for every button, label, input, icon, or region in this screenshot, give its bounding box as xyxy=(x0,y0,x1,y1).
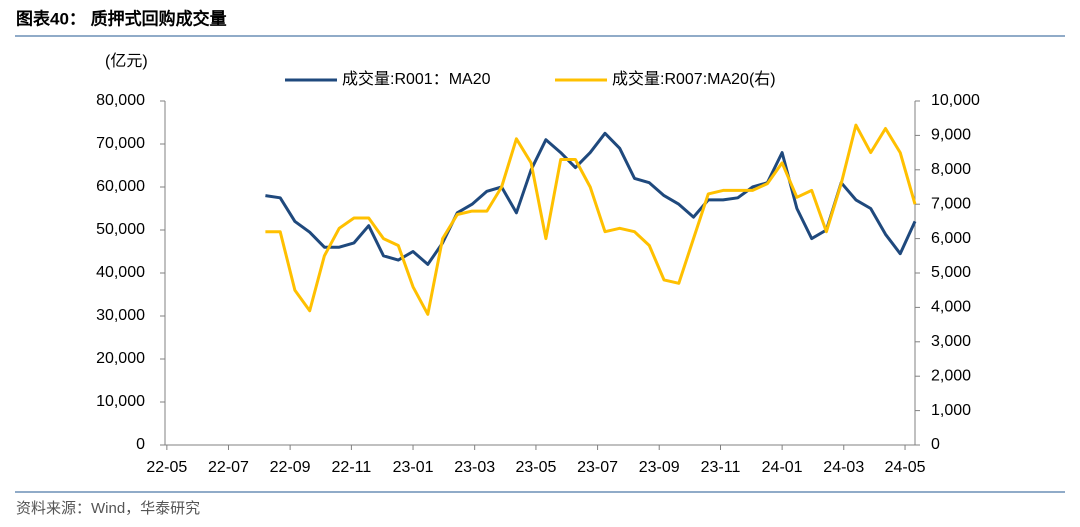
y-tick-label: 80,000 xyxy=(96,92,145,109)
legend-label: 成交量:R007:MA20(右) xyxy=(612,70,776,88)
y2-tick-label: 1,000 xyxy=(931,402,971,419)
y-tick-label: 70,000 xyxy=(96,135,145,152)
source: 资料来源：Wind，华泰研究 xyxy=(16,500,200,517)
series-line xyxy=(265,131,917,266)
y-tick-label: 60,000 xyxy=(96,178,145,195)
y2-tick-label: 9,000 xyxy=(931,127,971,144)
y2-tick-label: 4,000 xyxy=(931,299,971,316)
x-tick-label: 23-03 xyxy=(454,459,495,476)
y-tick-label: 10,000 xyxy=(96,393,145,410)
y2-tick-label: 7,000 xyxy=(931,195,971,212)
x-tick-label: 24-05 xyxy=(885,459,926,476)
x-tick-label: 22-07 xyxy=(208,459,249,476)
y2-tick-label: 6,000 xyxy=(931,230,971,247)
y-axis-label: (亿元) xyxy=(105,52,148,70)
y2-tick-label: 2,000 xyxy=(931,367,971,384)
y2-tick-label: 10,000 xyxy=(931,92,980,109)
y2-tick-label: 5,000 xyxy=(931,264,971,281)
y2-tick-label: 0 xyxy=(931,436,940,453)
x-tick-label: 24-01 xyxy=(762,459,803,476)
x-tick-label: 22-05 xyxy=(146,459,187,476)
legend-label: 成交量:R001：MA20 xyxy=(342,70,491,88)
x-tick-label: 23-09 xyxy=(639,459,680,476)
y-tick-label: 50,000 xyxy=(96,221,145,238)
x-tick-label: 23-07 xyxy=(577,459,618,476)
y-tick-label: 30,000 xyxy=(96,307,145,324)
y-tick-label: 40,000 xyxy=(96,264,145,281)
y2-tick-label: 3,000 xyxy=(931,333,971,350)
y-tick-label: 20,000 xyxy=(96,350,145,367)
x-tick-label: 23-01 xyxy=(393,459,434,476)
x-tick-label: 22-09 xyxy=(270,459,311,476)
chart-title: 图表40： 质押式回购成交量 xyxy=(16,8,227,28)
x-tick-label: 24-03 xyxy=(823,459,864,476)
x-tick-label: 23-05 xyxy=(515,459,556,476)
y2-tick-label: 8,000 xyxy=(931,161,971,178)
series-line xyxy=(265,123,917,316)
x-tick-label: 22-11 xyxy=(332,459,372,476)
y-tick-label: 0 xyxy=(136,436,145,453)
x-tick-label: 23-11 xyxy=(701,459,741,476)
